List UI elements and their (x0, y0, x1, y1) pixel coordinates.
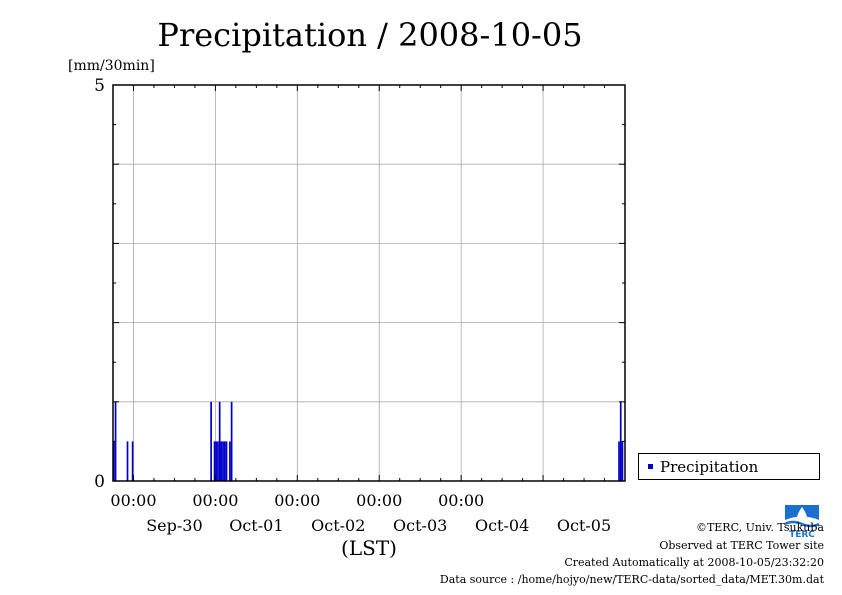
grid-lines (113, 85, 625, 481)
x-date-label: Oct-01 (229, 516, 283, 535)
precipitation-bar (215, 441, 218, 481)
plot-frame (112, 84, 626, 482)
credit-copyright: ©TERC, Univ. Tsukuba (695, 521, 824, 534)
credit-observed: Observed at TERC Tower site (659, 539, 824, 552)
x-date-label: Oct-04 (475, 516, 529, 535)
precipitation-bar (223, 441, 226, 481)
logo-wave (784, 520, 820, 528)
x-date-label: Oct-05 (557, 516, 611, 535)
precipitation-bar (225, 441, 228, 481)
logo-drop (797, 507, 807, 523)
axis-ticks (112, 84, 626, 482)
x-time-label: 00:00 (438, 491, 484, 510)
credit-source: Data source : /home/hojyo/new/TERC-data/… (439, 573, 824, 586)
legend: Precipitation (638, 453, 820, 480)
x-date-label: Oct-02 (311, 516, 365, 535)
x-time-label: 00:00 (110, 491, 156, 510)
precipitation-bar (113, 441, 115, 481)
x-time-label: 00:00 (274, 491, 320, 510)
x-date-label: Sep-30 (146, 516, 202, 535)
y-tick-label: 0 (94, 472, 105, 492)
y-tick-label: 5 (94, 76, 105, 96)
logo-text: TERC (789, 530, 815, 539)
precipitation-bar (213, 441, 216, 481)
precipitation-bar (222, 441, 224, 481)
precipitation-bar (619, 401, 622, 481)
precipitation-bar (217, 441, 219, 481)
chart-title: Precipitation / 2008-10-05 (157, 16, 582, 54)
precipitation-bar (218, 401, 221, 481)
precipitation-bars (113, 401, 624, 481)
credit-created: Created Automatically at 2008-10-05/23:3… (564, 556, 824, 569)
precipitation-bar (131, 441, 134, 481)
y-axis-label: [mm/30min] (68, 58, 155, 74)
x-axis-label: (LST) (341, 536, 397, 560)
x-date-label: Oct-03 (393, 516, 447, 535)
terc-logo-icon: TERC (784, 505, 820, 539)
axis-tick-labels: 5 0 00:00 00:00 00:00 00:00 00:00 Sep-30 Oct-01 O… (94, 76, 611, 535)
precipitation-bar (230, 401, 233, 481)
x-time-label: 00:00 (192, 491, 238, 510)
legend-swatch (648, 464, 653, 469)
precipitation-bar (210, 401, 212, 481)
legend-label: Precipitation (660, 458, 759, 476)
precipitation-bar (126, 441, 129, 481)
x-time-label: 00:00 (356, 491, 402, 510)
precipitation-bar (220, 441, 223, 481)
precipitation-bar (621, 441, 624, 481)
precipitation-bar (229, 441, 231, 481)
precipitation-bar (618, 441, 620, 481)
